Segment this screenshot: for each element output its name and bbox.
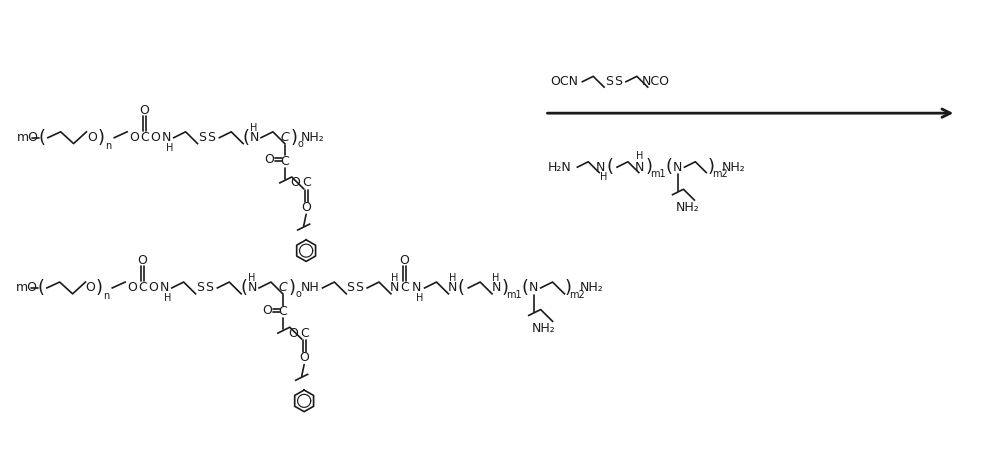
Text: N: N [529,282,538,295]
Text: O: O [148,282,158,295]
Text: NH₂: NH₂ [676,201,699,214]
Text: (: ( [665,158,672,176]
Text: n: n [103,291,109,301]
Text: N: N [673,161,682,174]
Text: C: C [302,177,311,189]
Text: H: H [248,273,256,283]
Text: O: O [150,131,160,144]
Text: n: n [105,141,111,151]
Text: S: S [605,75,613,88]
Text: S: S [205,282,213,295]
Text: (: ( [38,129,45,147]
Text: (: ( [458,279,465,297]
Text: O: O [301,201,311,214]
Text: N: N [491,282,501,295]
Text: N: N [412,282,421,295]
Text: (: ( [37,279,44,297]
Text: (: ( [607,158,614,176]
Text: ): ) [645,158,652,176]
Text: O: O [290,177,300,189]
Text: (: ( [243,129,250,147]
Text: S: S [614,75,622,88]
Text: ): ) [98,129,105,147]
Text: O: O [140,104,149,117]
Text: (: ( [521,279,528,297]
Text: C: C [141,131,149,144]
Text: O: O [299,351,309,364]
Text: S: S [197,282,205,295]
Text: N: N [247,282,257,295]
Text: H: H [636,151,644,161]
Text: O: O [129,131,139,144]
Text: C: C [280,131,289,144]
Text: NH₂: NH₂ [532,322,556,335]
Text: o: o [298,139,304,148]
Text: NH: NH [301,282,320,295]
Text: ): ) [290,129,297,147]
Text: N: N [160,282,170,295]
Text: mO: mO [17,131,39,144]
Text: m1: m1 [650,169,665,179]
Text: OCN: OCN [550,75,578,88]
Text: N: N [448,282,457,295]
Text: H₂N: H₂N [548,161,571,174]
Text: ): ) [501,279,508,297]
Text: N: N [249,131,259,144]
Text: NH₂: NH₂ [722,161,746,174]
Text: H: H [250,123,258,133]
Text: H: H [416,293,423,303]
Text: S: S [346,282,354,295]
Text: C: C [278,305,287,318]
Text: H: H [166,142,173,153]
Text: O: O [127,282,137,295]
Text: O: O [86,282,95,295]
Text: ): ) [708,158,715,176]
Text: ): ) [565,279,572,297]
Text: ): ) [96,279,103,297]
Text: m1: m1 [506,290,522,300]
Text: C: C [278,282,287,295]
Text: S: S [199,131,207,144]
Text: S: S [207,131,215,144]
Text: H: H [449,273,456,283]
Text: mO: mO [16,282,38,295]
Text: H: H [391,273,399,283]
Text: ): ) [288,279,295,297]
Text: O: O [264,154,274,166]
Text: N: N [635,161,645,174]
Text: O: O [288,326,298,340]
Text: C: C [280,155,289,168]
Text: O: O [262,303,272,317]
Text: m2: m2 [712,169,728,179]
Text: O: O [138,254,147,267]
Text: S: S [355,282,363,295]
Text: o: o [296,289,302,299]
Text: H: H [600,172,608,182]
Text: N: N [390,282,400,295]
Text: N: N [595,161,605,174]
Text: N: N [162,131,171,144]
Text: C: C [300,326,309,340]
Text: O: O [399,254,409,267]
Text: O: O [87,131,97,144]
Text: C: C [400,282,409,295]
Text: NH₂: NH₂ [301,131,324,144]
Text: NH₂: NH₂ [579,282,603,295]
Text: NCO: NCO [642,75,670,88]
Text: C: C [139,282,147,295]
Text: H: H [492,273,500,283]
Text: m2: m2 [569,290,585,300]
Text: H: H [164,293,171,303]
Text: (: ( [241,279,248,297]
